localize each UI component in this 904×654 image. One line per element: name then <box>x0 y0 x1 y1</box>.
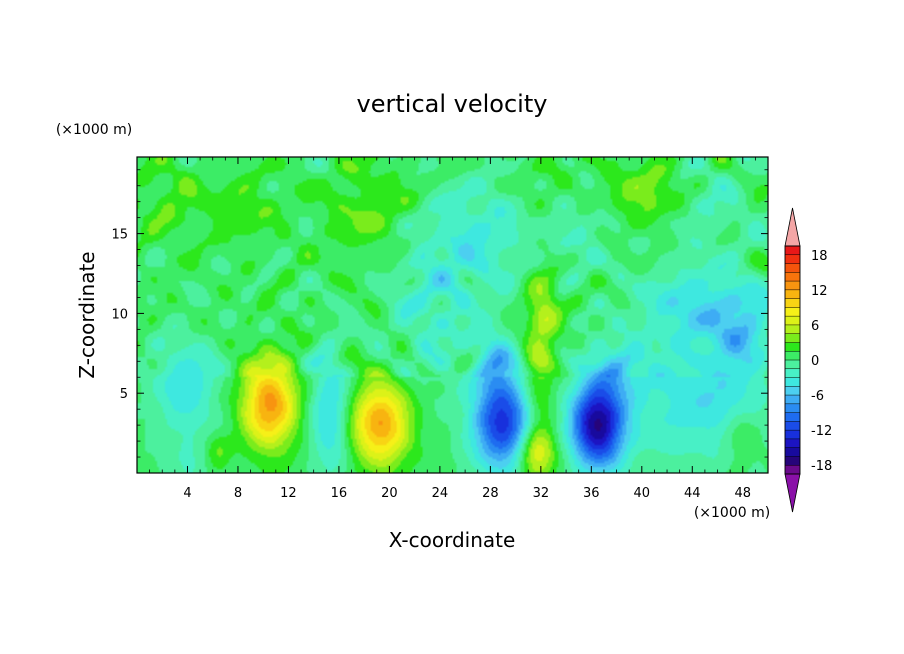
x-tick-label: 44 <box>684 486 701 501</box>
colorbar-tick-label: 6 <box>811 319 819 334</box>
colorbar-swatch <box>785 281 800 291</box>
x-tick-label: 36 <box>583 486 600 501</box>
colorbar-extend-low <box>784 473 801 513</box>
x-tick-label: 32 <box>533 486 550 501</box>
y-tick-label: 15 <box>111 228 128 243</box>
colorbar-swatch <box>785 438 800 448</box>
x-tick-label: 12 <box>280 486 297 501</box>
colorbar-swatch <box>785 368 800 378</box>
colorbar-swatch <box>785 360 800 370</box>
colorbar-swatch <box>785 298 800 308</box>
colorbar-tick-label: 12 <box>811 284 828 299</box>
y-tick-label: 5 <box>120 387 128 402</box>
colorbar-swatch <box>785 246 800 256</box>
colorbar-swatch <box>785 412 800 422</box>
colorbar-swatch <box>785 351 800 361</box>
contour-field <box>137 157 768 473</box>
colorbar-swatch <box>785 421 800 431</box>
colorbar-swatch <box>785 430 800 440</box>
chart-title: vertical velocity <box>357 90 548 118</box>
colorbar-extend-high <box>784 207 801 247</box>
colorbar-swatch <box>785 316 800 326</box>
colorbar-swatch <box>785 272 800 282</box>
y-tick-label: 10 <box>111 307 128 322</box>
colorbar-swatch <box>785 395 800 405</box>
colorbar-tick-label: -6 <box>811 389 824 404</box>
colorbar-frame <box>784 245 801 475</box>
colorbar: 18 12 6 0 -6 -12 -18 <box>784 207 832 513</box>
x-tick-label: 16 <box>331 486 348 501</box>
colorbar-swatch <box>785 386 800 396</box>
colorbar-swatch <box>785 342 800 352</box>
y-axis-label: Z-coordinate <box>75 251 99 378</box>
x-axis-label: X-coordinate <box>389 528 516 552</box>
x-axis: 4 8 12 16 20 24 28 32 36 40 44 48 <box>149 157 756 501</box>
colorbar-swatch <box>785 456 800 466</box>
colorbar-swatch <box>785 324 800 334</box>
colorbar-swatch <box>785 447 800 457</box>
x-tick-label: 8 <box>234 486 242 501</box>
colorbar-swatch <box>785 465 800 475</box>
colorbar-tick-label: -12 <box>811 424 832 439</box>
velocity-field-image <box>137 157 768 473</box>
colorbar-tick-label: 0 <box>811 354 819 369</box>
colorbar-swatch <box>785 377 800 387</box>
colorbar-swatch <box>785 289 800 299</box>
x-axis-units: (×1000 m) <box>694 505 770 521</box>
x-tick-label: 4 <box>183 486 191 501</box>
x-tick-label: 24 <box>432 486 449 501</box>
colorbar-swatch <box>785 254 800 264</box>
colorbar-tick-label: -18 <box>811 459 832 474</box>
x-tick-label: 48 <box>734 486 751 501</box>
y-axis-units: (×1000 m) <box>56 122 132 138</box>
colorbar-swatch <box>785 307 800 317</box>
colorbar-swatch <box>785 263 800 273</box>
x-tick-label: 28 <box>482 486 499 501</box>
colorbar-swatch <box>785 333 800 343</box>
colorbar-tick-label: 18 <box>811 249 828 264</box>
y-axis: 5 10 15 <box>111 169 768 458</box>
colorbar-swatch <box>785 403 800 413</box>
x-tick-label: 20 <box>381 486 398 501</box>
x-tick-label: 40 <box>634 486 651 501</box>
